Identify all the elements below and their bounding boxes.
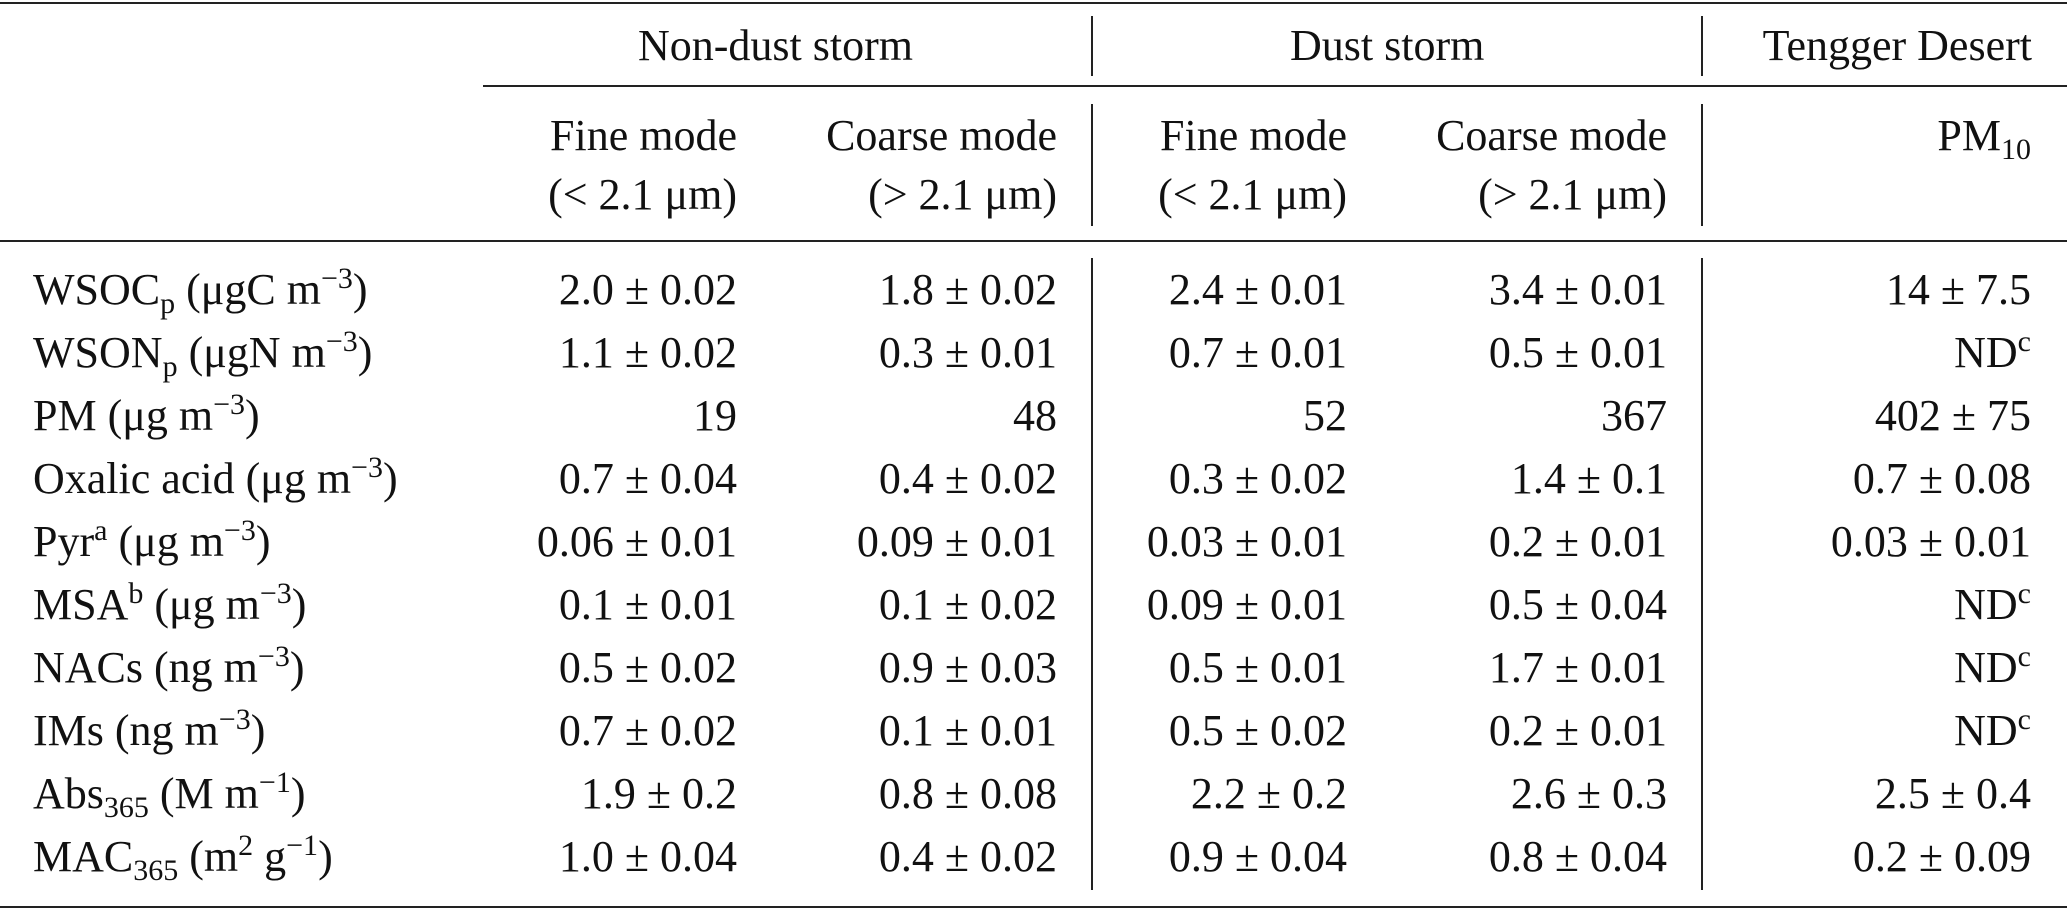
table-cell: 0.8 ± 0.04 — [1488, 832, 1667, 881]
table-cell: 0.2 ± 0.01 — [1488, 706, 1667, 755]
table-cell: 0.5 ± 0.02 — [558, 643, 737, 692]
table-row: Pyra (μg m−3) 0.06 ± 0.01 0.09 ± 0.01 0.03 … — [0, 506, 2067, 568]
group-header-tengger: Tengger Desert — [1762, 21, 2032, 70]
table-row: WSOCp (μgC m−3) 2.0 ± 0.02 1.8 ± 0.02 2.4 ±… — [0, 254, 2067, 320]
table-cell: 402 ± 75 — [1874, 391, 2031, 440]
table-cell: 0.5 ± 0.01 — [1488, 328, 1667, 377]
row-label: NACs (ng m−3) — [33, 640, 305, 693]
table-cell: 0.2 ± 0.09 — [1852, 832, 2031, 881]
table-cell: 0.1 ± 0.01 — [558, 580, 737, 629]
table-cell: 0.09 ± 0.01 — [856, 517, 1057, 566]
table-cell: 48 — [1013, 391, 1057, 440]
table-cell: 19 — [693, 391, 737, 440]
table-cell: 0.9 ± 0.03 — [878, 643, 1057, 692]
row-label: Pyra (μg m−3) — [33, 514, 271, 567]
table-cell: 2.6 ± 0.3 — [1510, 769, 1667, 818]
table-cell: 0.7 ± 0.02 — [558, 706, 737, 755]
table-row: MSAb (μg m−3) 0.1 ± 0.01 0.1 ± 0.02 0.09 ± … — [0, 569, 2067, 631]
table-cell: 0.7 ± 0.04 — [558, 454, 737, 503]
row-label: PM (μg m−3) — [33, 388, 260, 441]
table-cell: 0.09 ± 0.01 — [1146, 580, 1347, 629]
header-rule — [0, 240, 2067, 242]
row-label: WSONp (μgN m−3) — [33, 325, 373, 383]
table-cell: 1.7 ± 0.01 — [1488, 643, 1667, 692]
table-cell: 3.4 ± 0.01 — [1488, 265, 1667, 314]
row-label: MAC365 (m2 g−1) — [33, 829, 333, 887]
table-cell: NDc — [1954, 577, 2031, 630]
table-cell: 0.03 ± 0.01 — [1146, 517, 1347, 566]
table-cell: 0.5 ± 0.04 — [1488, 580, 1667, 629]
col-header-4: Coarse mode (> 2.1 μm) — [1436, 111, 1667, 219]
row-label: WSOCp (μgC m−3) — [33, 262, 368, 320]
table-row: WSONp (μgN m−3) 1.1 ± 0.02 0.3 ± 0.01 0.7 ±… — [0, 317, 2067, 383]
table-cell: 0.3 ± 0.01 — [878, 328, 1057, 377]
divider — [1701, 258, 1703, 890]
divider — [1701, 16, 1703, 76]
table-cell: 0.1 ± 0.01 — [878, 706, 1057, 755]
col-header-3: Fine mode (< 2.1 μm) — [1158, 111, 1347, 219]
table-cell: 2.0 ± 0.02 — [558, 265, 737, 314]
top-rule — [0, 2, 2067, 4]
table-row: PM (μg m−3) 19 48 52 367 402 ± 75 — [0, 380, 2067, 442]
row-label: IMs (ng m−3) — [33, 703, 266, 756]
table-cell: 2.2 ± 0.2 — [1190, 769, 1347, 818]
table-cell: 0.1 ± 0.02 — [878, 580, 1057, 629]
table-row: Oxalic acid (μg m−3) 0.7 ± 0.04 0.4 ± 0.02… — [0, 443, 2067, 505]
table-cell: NDc — [1954, 703, 2031, 756]
table-cell: 0.03 ± 0.01 — [1830, 517, 2031, 566]
divider — [1701, 104, 1703, 226]
table-cell: 0.06 ± 0.01 — [536, 517, 737, 566]
table-cell: 1.8 ± 0.02 — [878, 265, 1057, 314]
col-header-2: Coarse mode (> 2.1 μm) — [826, 111, 1057, 219]
table-cell: 0.4 ± 0.02 — [878, 832, 1057, 881]
divider — [1091, 104, 1093, 226]
table-cell: 0.8 ± 0.08 — [878, 769, 1057, 818]
col-header-5: PM10 — [1937, 111, 2031, 166]
table-cell: 1.0 ± 0.04 — [558, 832, 737, 881]
group-header-non-dust: Non-dust storm — [638, 21, 913, 70]
row-label: Oxalic acid (μg m−3) — [33, 451, 398, 504]
table-cell: 0.5 ± 0.01 — [1168, 643, 1347, 692]
table-cell: 1.1 ± 0.02 — [558, 328, 737, 377]
divider — [1091, 16, 1093, 76]
group-rule — [483, 85, 2067, 87]
table-cell: 0.3 ± 0.02 — [1168, 454, 1347, 503]
table-cell: 52 — [1303, 391, 1347, 440]
table-row: MAC365 (m2 g−1) 1.0 ± 0.04 0.4 ± 0.02 0.9 ±… — [0, 821, 2067, 887]
table-cell: 0.5 ± 0.02 — [1168, 706, 1347, 755]
divider — [1091, 258, 1093, 890]
table-cell: 1.9 ± 0.2 — [580, 769, 737, 818]
table-cell: NDc — [1954, 640, 2031, 693]
table-cell: 0.2 ± 0.01 — [1488, 517, 1667, 566]
table-cell: 0.7 ± 0.08 — [1852, 454, 2031, 503]
row-label: Abs365 (M m−1) — [33, 766, 306, 824]
table-cell: 0.9 ± 0.04 — [1168, 832, 1347, 881]
table-cell: 367 — [1601, 391, 1667, 440]
table-cell: 2.4 ± 0.01 — [1168, 265, 1347, 314]
bottom-rule — [0, 906, 2067, 908]
table-cell: 0.4 ± 0.02 — [878, 454, 1057, 503]
col-header-1: Fine mode (< 2.1 μm) — [548, 111, 737, 219]
table-cell: 14 ± 7.5 — [1885, 265, 2031, 314]
table-row: IMs (ng m−3) 0.7 ± 0.02 0.1 ± 0.01 0.5 ± 0.… — [0, 695, 2067, 757]
table-cell: 1.4 ± 0.1 — [1510, 454, 1667, 503]
table-row: NACs (ng m−3) 0.5 ± 0.02 0.9 ± 0.03 0.5 ± 0… — [0, 632, 2067, 694]
row-label: MSAb (μg m−3) — [33, 577, 307, 630]
table-cell: NDc — [1954, 325, 2031, 378]
table-cell: 0.7 ± 0.01 — [1168, 328, 1347, 377]
table-row: Abs365 (M m−1) 1.9 ± 0.2 0.8 ± 0.08 2.2 ± 0… — [0, 758, 2067, 824]
group-header-dust: Dust storm — [1290, 21, 1485, 70]
table-cell: 2.5 ± 0.4 — [1874, 769, 2031, 818]
